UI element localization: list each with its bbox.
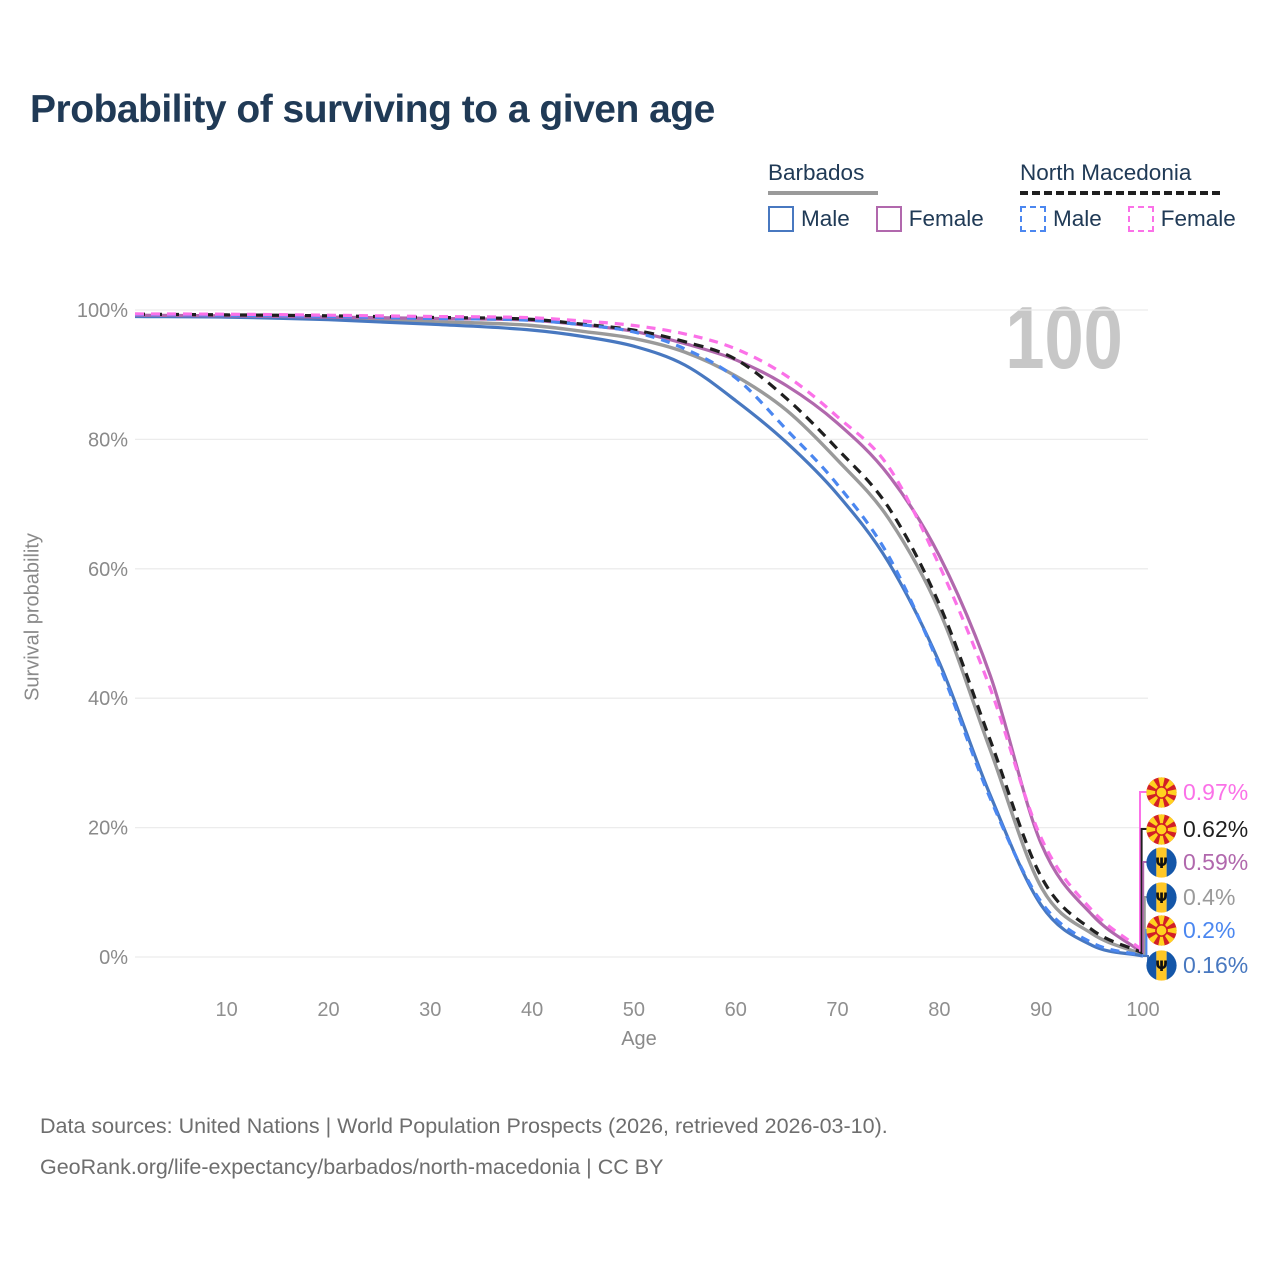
end-label-value: 0.97% (1183, 778, 1249, 805)
north-macedonia-female-swatch (1127, 206, 1154, 232)
y-tick-label: 100% (77, 300, 128, 322)
end-label-row: 0.97% (1146, 776, 1248, 808)
x-tick-label: 100 (1126, 999, 1159, 1021)
legend-group-barbados: Barbados Male Female (768, 160, 984, 232)
legend-group-north-macedonia: North Macedonia Male Female (1020, 160, 1236, 232)
end-label-row: Ψ 0.4% (1146, 881, 1235, 913)
x-tick-label: 20 (317, 999, 339, 1021)
svg-text:Ψ: Ψ (1155, 855, 1167, 871)
north-macedonia-flag-icon (1146, 813, 1177, 845)
end-label-value: 0.62% (1183, 815, 1249, 842)
svg-text:Ψ: Ψ (1155, 958, 1167, 974)
end-label-value: 0.16% (1183, 951, 1249, 978)
curve-barbados-both-sexes[interactable] (134, 314, 1144, 956)
data-source-note: Data sources: United Nations | World Pop… (40, 1106, 888, 1188)
curve-barbados-male[interactable] (134, 314, 1144, 958)
legend-label: Female (908, 206, 984, 231)
survival-chart: 0% 20% 40% 60% 80% 100% 10 20 30 40 50 60 70 80 90 100 (77, 300, 1160, 1021)
legend-item-barbados-female[interactable]: Female (875, 206, 984, 232)
curve-north-macedonia-male[interactable] (134, 312, 1144, 958)
y-axis-title: Survival probability (21, 533, 44, 701)
end-label-row: Ψ 0.16% (1146, 949, 1248, 981)
footer-line-1: Data sources: United Nations | World Pop… (40, 1114, 888, 1138)
end-label-value: 0.2% (1183, 916, 1236, 943)
y-tick-label: 20% (88, 818, 128, 840)
y-tick-label: 80% (88, 429, 128, 451)
barbados-male-swatch (768, 206, 794, 232)
barbados-flag-icon: Ψ (1146, 881, 1177, 913)
end-label-value: 0.4% (1183, 883, 1236, 910)
north-macedonia-flag-icon (1146, 776, 1177, 808)
barbados-female-swatch (875, 206, 902, 232)
y-tick-label: 60% (88, 559, 128, 581)
legend-item-barbados-male[interactable]: Male (768, 206, 850, 232)
legend-label: Male (1053, 206, 1102, 231)
legend-country-north-macedonia: North Macedonia (1020, 160, 1192, 185)
barbados-flag-icon: Ψ (1146, 846, 1177, 878)
y-tick-label: 40% (88, 688, 128, 710)
legend-label: Male (801, 206, 850, 231)
curve-north-macedonia-female[interactable] (134, 312, 1144, 952)
x-tick-label: 60 (725, 999, 747, 1021)
north-macedonia-male-swatch (1020, 206, 1046, 232)
barbados-flag-icon: Ψ (1146, 949, 1177, 981)
x-tick-label: 30 (419, 999, 441, 1021)
x-tick-label: 40 (521, 999, 543, 1021)
x-tick-label: 50 (623, 999, 645, 1021)
curve-north-macedonia-both-sexes[interactable] (134, 312, 1144, 955)
page-title: Probability of surviving to a given age (30, 88, 715, 131)
north-macedonia-line-style-key (1020, 191, 1220, 195)
end-label-row: 0.62% (1146, 813, 1248, 845)
end-label-row: 0.2% (1146, 914, 1235, 946)
footer-line-2: GeoRank.org/life-expectancy/barbados/nor… (40, 1155, 664, 1179)
north-macedonia-flag-icon (1146, 914, 1177, 946)
end-label-row: Ψ 0.59% (1146, 846, 1248, 878)
legend-item-north-macedonia-female[interactable]: Female (1127, 206, 1236, 232)
legend-country-barbados: Barbados (768, 160, 865, 185)
x-tick-label: 90 (1030, 999, 1052, 1021)
curve-barbados-female[interactable] (134, 313, 1144, 955)
barbados-line-style-key (768, 191, 878, 195)
legend-item-north-macedonia-male[interactable]: Male (1020, 206, 1102, 232)
x-tick-label: 70 (826, 999, 848, 1021)
legend-label: Female (1160, 206, 1236, 231)
age-watermark: 100 (1005, 288, 1123, 387)
y-tick-label: 0% (99, 947, 128, 969)
x-tick-label: 80 (928, 999, 950, 1021)
x-axis-title: Age (621, 1028, 657, 1050)
x-tick-label: 10 (216, 999, 238, 1021)
svg-text:Ψ: Ψ (1155, 890, 1167, 906)
end-label-value: 0.59% (1183, 848, 1249, 875)
